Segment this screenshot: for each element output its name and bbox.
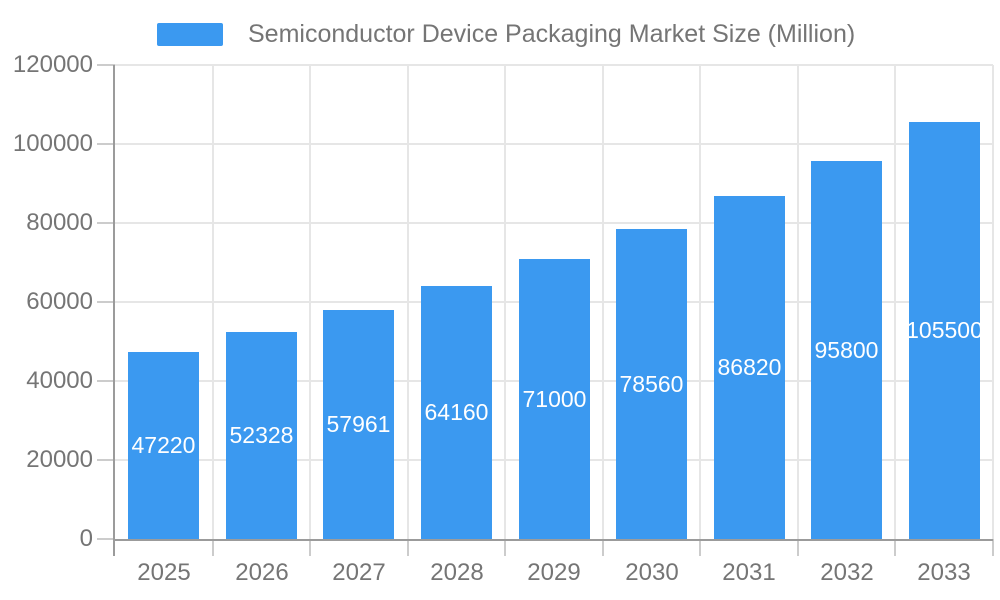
x-axis-tick	[504, 539, 506, 556]
x-axis-tick	[212, 539, 214, 556]
x-axis-tick	[699, 539, 701, 556]
x-axis-tick	[992, 539, 994, 556]
bar-2030[interactable]: 78560	[616, 229, 687, 539]
x-gridline	[309, 65, 311, 539]
x-axis-tick	[797, 539, 799, 556]
x-axis-tick	[309, 539, 311, 556]
x-axis-tick	[407, 539, 409, 556]
y-axis-label: 100000	[12, 130, 93, 157]
y-axis-label: 40000	[26, 367, 93, 394]
x-gridline	[602, 65, 604, 539]
bar-value-label: 57961	[326, 411, 391, 437]
bar-value-label: 64160	[424, 399, 489, 425]
y-axis-line	[113, 65, 115, 556]
x-axis-label: 2026	[235, 559, 289, 586]
x-axis-line	[115, 539, 993, 541]
bar-2025[interactable]: 47220	[128, 352, 199, 539]
bar-2033[interactable]: 105500	[906, 122, 983, 539]
bar-2032[interactable]: 95800	[811, 161, 882, 539]
y-axis-label: 0	[79, 525, 93, 552]
bar-value-label: 71000	[522, 385, 587, 412]
y-gridline	[115, 143, 993, 145]
y-axis-tick	[97, 538, 115, 540]
y-gridline	[115, 64, 993, 66]
x-axis-label: 2030	[625, 559, 679, 586]
y-axis-label: 20000	[26, 446, 93, 473]
bar-2027[interactable]: 57961	[323, 310, 394, 539]
bar-2028[interactable]: 64160	[421, 286, 492, 539]
y-gridline	[115, 222, 993, 224]
y-axis-label: 120000	[12, 51, 93, 78]
x-gridline	[797, 65, 799, 539]
x-axis-tick	[602, 539, 604, 556]
bar-2026[interactable]: 52328	[226, 332, 297, 539]
x-axis-label: 2027	[332, 559, 386, 586]
bar-value-label: 47220	[131, 432, 196, 458]
bar-value-label: 95800	[814, 336, 879, 363]
y-axis-tick	[97, 459, 115, 461]
x-gridline	[894, 65, 896, 539]
x-gridline	[407, 65, 409, 539]
bar-2029[interactable]: 71000	[519, 259, 590, 539]
x-axis-tick	[894, 539, 896, 556]
bar-value-label: 105500	[906, 317, 983, 343]
y-axis-tick	[97, 143, 115, 145]
x-gridline	[212, 65, 214, 539]
x-axis-label: 2032	[820, 559, 874, 586]
x-gridline	[992, 65, 994, 539]
y-axis-tick	[97, 222, 115, 224]
y-axis-tick	[97, 301, 115, 303]
bar-2031[interactable]: 86820	[714, 196, 785, 539]
legend-label: Semiconductor Device Packaging Market Si…	[248, 20, 856, 48]
bar-value-label: 52328	[229, 422, 294, 448]
y-axis-label: 60000	[26, 288, 93, 315]
bar-value-label: 86820	[717, 354, 782, 380]
y-axis-tick	[97, 64, 115, 66]
x-axis-label: 2028	[430, 559, 484, 586]
legend-item[interactable]: Semiconductor Device Packaging Market Si…	[157, 20, 855, 49]
x-axis-label: 2029	[527, 559, 581, 586]
x-gridline	[699, 65, 701, 539]
x-axis-label: 2025	[137, 559, 191, 586]
x-gridline	[504, 65, 506, 539]
bar-value-label: 78560	[619, 370, 684, 397]
x-axis-label: 2033	[917, 559, 971, 586]
y-axis-tick	[97, 380, 115, 382]
y-axis-label: 80000	[26, 209, 93, 236]
x-axis-label: 2031	[722, 559, 776, 586]
legend-swatch	[157, 23, 223, 46]
